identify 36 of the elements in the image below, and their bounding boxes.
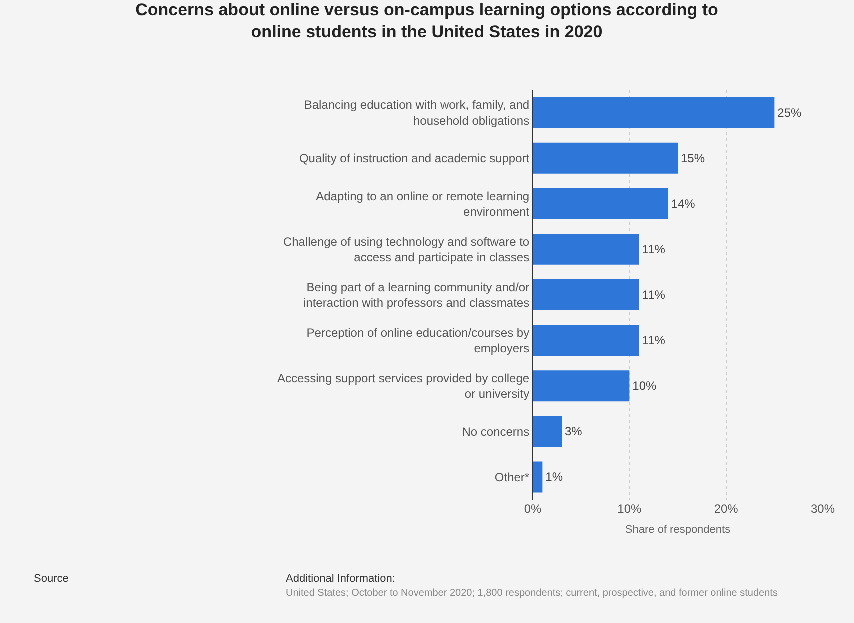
y-tick-label: Accessing support services provided by college or university <box>277 372 530 402</box>
x-tick-label: 0% <box>524 502 542 516</box>
x-tick-label: 30% <box>810 502 836 516</box>
bar <box>533 280 640 310</box>
x-tick-label: 20% <box>714 502 739 516</box>
y-tick-label: Quality of instruction and academic support <box>299 152 530 166</box>
bar <box>533 416 562 448</box>
data-label: 25% <box>778 106 802 120</box>
y-tick-label: Balancing education with work, family, and household obligations <box>304 98 530 128</box>
chart-title: Concerns about online versus on-campus learning options according to online students in the United States in 2020 <box>136 0 718 42</box>
y-tick-label: No concerns <box>462 424 530 439</box>
bar <box>533 325 640 356</box>
bar <box>533 234 640 265</box>
y-tick-label: Perception of online education/courses by employers <box>306 326 530 356</box>
text: Source <box>34 573 69 585</box>
data-label: 11% <box>642 242 666 256</box>
x-tick-label: 10% <box>618 502 642 516</box>
data-label: 10% <box>632 379 658 394</box>
y-tick-label: Adapting to an online or remote learning environment <box>316 189 530 219</box>
data-label: 3% <box>565 424 583 439</box>
bar <box>533 462 543 493</box>
text: United States; October to November 2020; 1,800 respondents; current, prospective, and former online students <box>286 588 778 599</box>
bar <box>533 188 668 220</box>
data-label: 15% <box>681 151 706 166</box>
bar <box>533 97 775 128</box>
bar <box>533 370 630 402</box>
x-axis-title: Share of respondents <box>625 524 732 536</box>
bar <box>533 142 678 174</box>
y-tick-label: Other* <box>494 470 530 484</box>
data-label: 11% <box>642 334 666 348</box>
y-tick-label: Being part of a learning community and/or interaction with professors and classmates <box>303 280 530 310</box>
text: Additional Information: <box>286 573 396 585</box>
data-label: 11% <box>642 288 666 302</box>
data-label: 14% <box>671 196 696 211</box>
y-tick-label: Challenge of using technology and software to access and participate in classes <box>283 234 530 264</box>
data-label: 1% <box>546 470 564 484</box>
